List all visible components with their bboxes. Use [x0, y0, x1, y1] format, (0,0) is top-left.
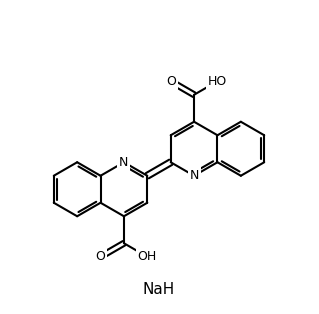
Text: O: O: [96, 250, 106, 263]
Text: OH: OH: [138, 250, 157, 263]
Text: O: O: [166, 75, 176, 88]
Text: N: N: [119, 156, 129, 169]
Text: HO: HO: [208, 75, 227, 88]
Text: N: N: [189, 169, 199, 182]
Text: NaH: NaH: [143, 281, 175, 296]
